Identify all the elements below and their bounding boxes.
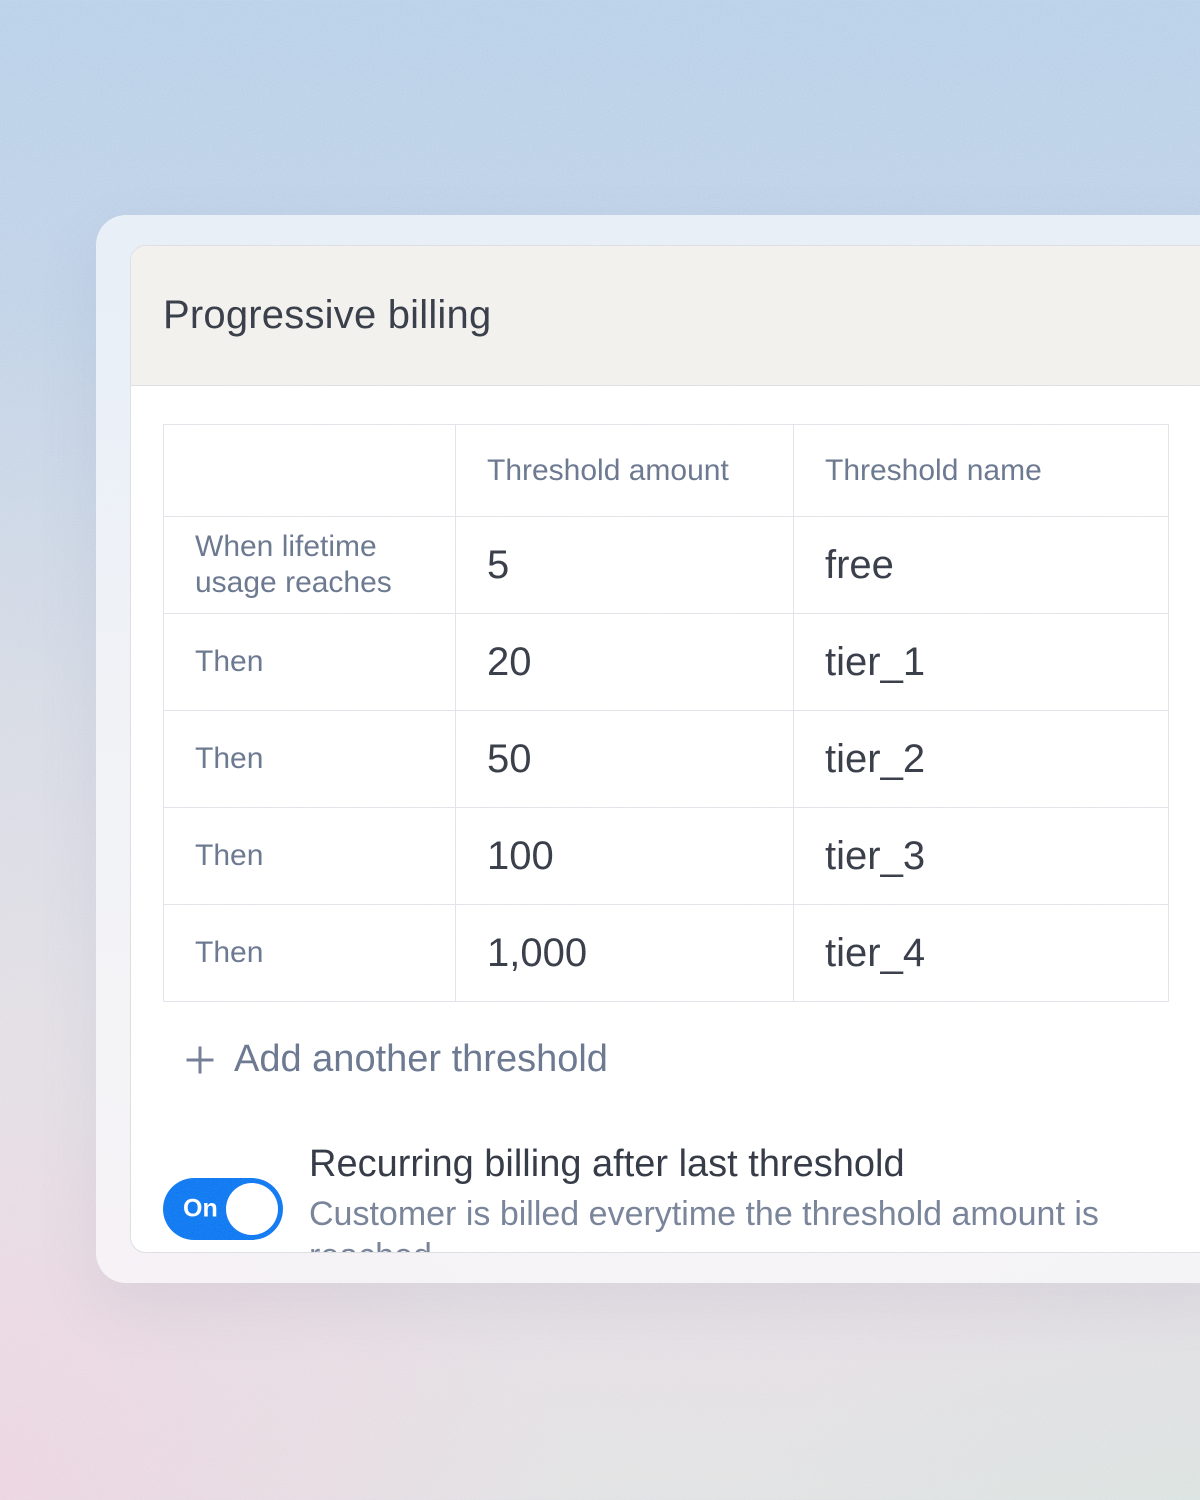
table-row: Then 20 tier_1 <box>163 613 1169 711</box>
threshold-amount-value: 100 <box>455 807 794 905</box>
threshold-name-value: free <box>793 516 1169 614</box>
column-header-threshold-amount: Threshold amount <box>455 424 794 517</box>
threshold-name-value: tier_2 <box>793 710 1169 808</box>
add-threshold-label: Add another threshold <box>234 1038 608 1080</box>
row-condition-label: Then <box>163 710 456 808</box>
table-row: When lifetime usage reaches 5 free <box>163 516 1169 614</box>
row-condition-label: Then <box>163 904 456 1002</box>
table-row: Then 50 tier_2 <box>163 710 1169 808</box>
threshold-amount-value: 50 <box>455 710 794 808</box>
panel-header: Progressive billing <box>131 246 1200 386</box>
threshold-name-value: tier_1 <box>793 613 1169 711</box>
add-threshold-button[interactable]: Add another threshold <box>183 1038 608 1081</box>
table-row: Then 1,000 tier_4 <box>163 904 1169 1002</box>
table-row: Then 100 tier_3 <box>163 807 1169 905</box>
threshold-amount-value: 1,000 <box>455 904 794 1002</box>
column-header-empty <box>163 424 456 517</box>
row-condition-label: When lifetime usage reaches <box>163 516 456 614</box>
table-header-row: Threshold amount Threshold name <box>163 424 1169 517</box>
recurring-billing-toggle[interactable]: On <box>163 1178 283 1241</box>
threshold-name-value: tier_3 <box>793 807 1169 905</box>
recurring-billing-row: On Recurring billing after last threshol… <box>163 1141 1200 1252</box>
billing-card: Progressive billing Threshold amount Thr… <box>96 215 1200 1283</box>
threshold-name-value: tier_4 <box>793 904 1169 1002</box>
column-header-threshold-name: Threshold name <box>793 424 1169 517</box>
toggle-knob <box>226 1183 278 1236</box>
panel-title: Progressive billing <box>163 293 492 337</box>
plus-icon <box>186 1046 214 1073</box>
panel-body: Threshold amount Threshold name When lif… <box>131 386 1200 1252</box>
recurring-billing-title: Recurring billing after last threshold <box>309 1143 905 1185</box>
row-condition-label: Then <box>163 613 456 711</box>
threshold-amount-value: 5 <box>455 516 794 614</box>
toggle-on-label: On <box>183 1194 218 1223</box>
progressive-billing-panel: Progressive billing Threshold amount Thr… <box>130 245 1200 1253</box>
recurring-billing-text: Recurring billing after last threshold C… <box>309 1141 1200 1252</box>
thresholds-table: Threshold amount Threshold name When lif… <box>163 424 1169 1002</box>
row-condition-label: Then <box>163 807 456 905</box>
threshold-amount-value: 20 <box>455 613 794 711</box>
recurring-billing-description: Customer is billed everytime the thresho… <box>309 1195 1099 1252</box>
